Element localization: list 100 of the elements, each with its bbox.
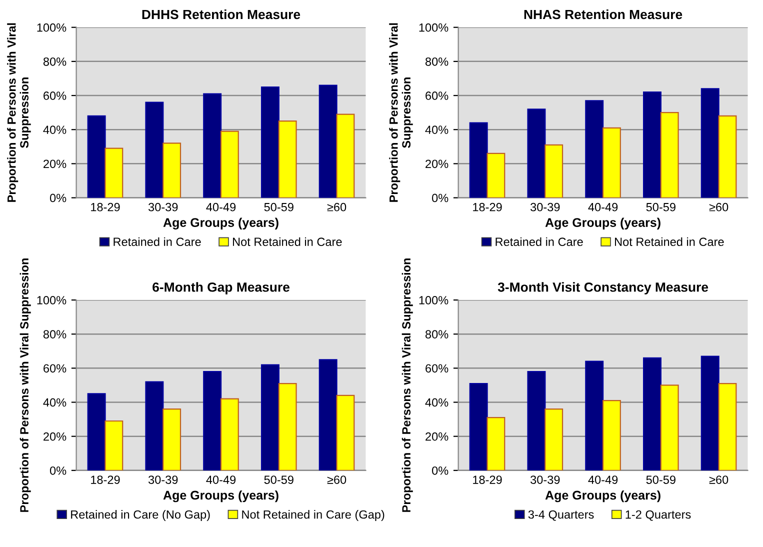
bar	[527, 108, 546, 198]
legend-label: Not Retained in Care	[615, 237, 724, 246]
x-tick-label: ≥60	[327, 476, 346, 484]
y-tick-label: 60%	[426, 92, 448, 100]
y-tick-label: 60%	[44, 364, 66, 373]
bar	[87, 393, 106, 470]
y-tick-label: 100%	[419, 296, 448, 304]
x-tick-label: 50-59	[646, 202, 676, 212]
x-tick-label: 18-29	[473, 202, 502, 212]
bar	[469, 382, 488, 470]
x-tick-label: 50-59	[264, 476, 294, 484]
bar	[602, 400, 621, 470]
x-axis-title: Age Groups (years)	[545, 490, 660, 502]
bar	[544, 408, 564, 470]
y-tick-label: 0%	[50, 194, 66, 202]
legend-label: Retained in Care	[496, 237, 583, 246]
bar	[486, 152, 506, 198]
y-axis-title: Proportion of Persons with Viral Suppression	[20, 258, 31, 512]
x-axis-title: Age Groups (years)	[163, 218, 278, 230]
y-tick-label: 100%	[37, 23, 66, 32]
x-tick-label: 30-39	[148, 202, 178, 212]
x-tick-label: 18-29	[473, 476, 502, 484]
x-tick-label: ≥60	[709, 476, 728, 484]
y-tick-label: 80%	[425, 57, 448, 66]
y-tick-label: 40%	[425, 398, 448, 407]
bar	[585, 100, 604, 198]
bar	[278, 382, 297, 470]
legend-label: Retained in Care	[114, 237, 201, 246]
bar	[318, 359, 338, 470]
legend-label: Not Retained in Care (Gap)	[242, 510, 384, 522]
y-tick-label: 60%	[426, 364, 448, 373]
y-tick-label: 0%	[50, 466, 66, 475]
bar	[203, 93, 222, 198]
bar	[718, 115, 737, 198]
x-axis-title: Age Groups (years)	[163, 490, 278, 502]
bar	[220, 398, 239, 470]
chart-title: 3-Month Visit Constancy Measure	[498, 282, 708, 294]
bar	[203, 371, 222, 470]
bar	[260, 364, 280, 470]
x-tick-label: 40-49	[206, 202, 236, 212]
y-axis-title: Proportion of Persons with Viral Suppression	[389, 23, 413, 202]
x-tick-label: 40-49	[588, 476, 618, 484]
y-tick-label: 40%	[43, 398, 66, 407]
bar	[162, 408, 182, 470]
y-tick-label: 0%	[432, 194, 448, 202]
bar	[660, 384, 679, 470]
x-tick-label: 50-59	[264, 202, 294, 212]
bar	[318, 84, 338, 198]
legend-label: 3-4 Quarters	[528, 510, 594, 521]
y-tick-label: 80%	[43, 330, 66, 338]
x-tick-label: 18-29	[91, 202, 120, 212]
chart-title: NHAS Retention Measure	[524, 9, 682, 20]
bar	[336, 394, 355, 470]
bar	[527, 371, 546, 470]
bar	[486, 417, 506, 470]
bar	[642, 92, 662, 198]
bar	[700, 356, 720, 470]
y-tick-label: 20%	[44, 432, 66, 441]
bar	[336, 114, 355, 198]
y-tick-label: 100%	[37, 296, 66, 304]
y-tick-label: 40%	[425, 126, 448, 134]
chart-title: 6-Month Gap Measure	[152, 282, 290, 294]
bar	[162, 142, 182, 198]
bar	[278, 120, 297, 198]
bar	[220, 130, 239, 198]
legend-label: 1-2 Quarters	[626, 510, 691, 521]
x-tick-label: 30-39	[530, 476, 560, 484]
x-tick-label: 40-49	[206, 476, 236, 484]
x-tick-label: 30-39	[148, 476, 178, 484]
x-tick-label: ≥60	[327, 202, 346, 212]
bar	[260, 86, 280, 198]
x-tick-label: ≥60	[709, 202, 728, 212]
bar	[104, 148, 124, 198]
bar	[660, 112, 679, 198]
x-axis-title: Age Groups (years)	[545, 218, 660, 230]
y-tick-label: 20%	[426, 432, 448, 441]
y-axis-title: Proportion of Persons with Viral Suppression	[402, 258, 413, 512]
legend-label: Not Retained in Care	[232, 237, 342, 246]
y-axis-title: Proportion of Persons with Viral Suppression	[7, 23, 31, 202]
y-tick-label: 20%	[426, 160, 448, 168]
bar	[469, 122, 488, 198]
chart-title: DHHS Retention Measure	[142, 9, 300, 20]
bar	[700, 88, 720, 198]
bar	[87, 115, 106, 198]
y-tick-label: 80%	[43, 57, 66, 66]
bar	[145, 102, 164, 198]
bar	[642, 357, 662, 470]
legend-label: Retained in Care (No Gap)	[71, 510, 210, 522]
bar	[104, 420, 124, 470]
y-tick-label: 20%	[44, 160, 66, 168]
y-tick-label: 0%	[432, 466, 448, 475]
x-tick-label: 40-49	[588, 202, 618, 212]
bar	[585, 360, 604, 470]
bar	[718, 382, 737, 470]
y-tick-label: 80%	[425, 330, 448, 338]
bar	[145, 381, 164, 470]
bar	[544, 144, 564, 198]
x-tick-label: 30-39	[530, 202, 560, 212]
y-tick-label: 40%	[43, 126, 66, 134]
x-tick-label: 50-59	[646, 476, 676, 484]
